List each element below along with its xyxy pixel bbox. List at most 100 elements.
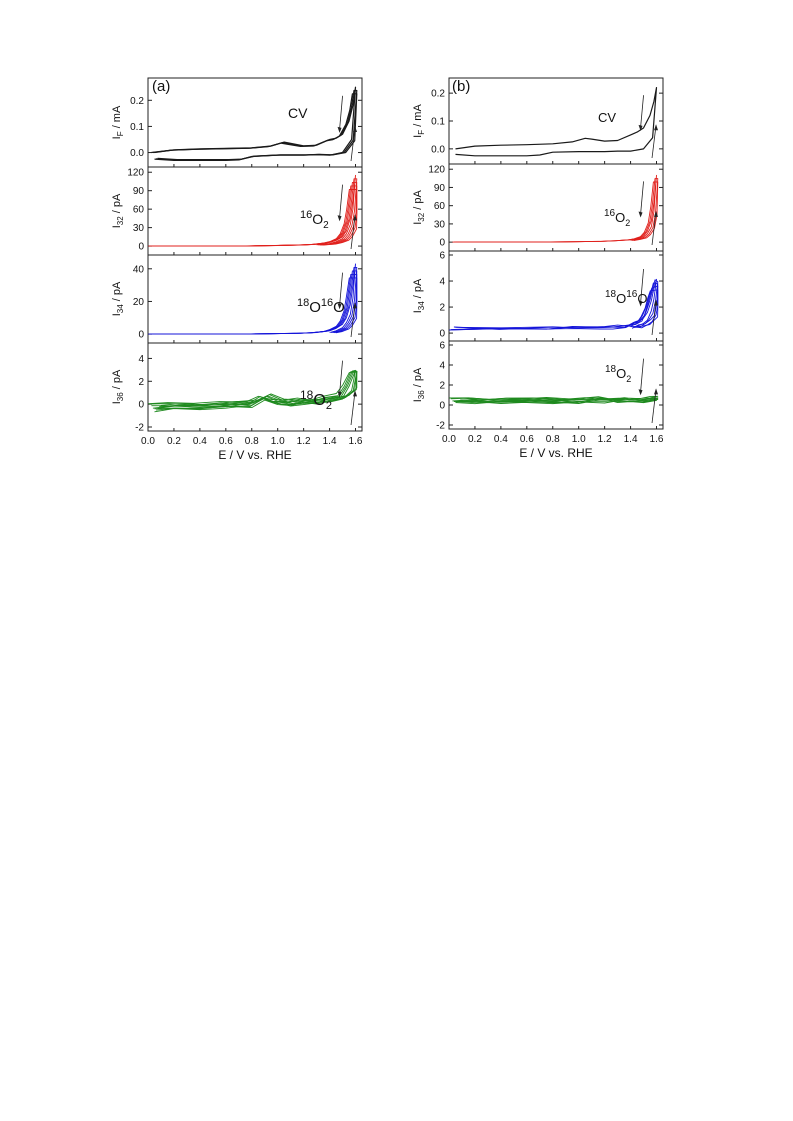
- y-axis-label-main: I: [111, 313, 123, 316]
- series-label-m32: 16O2: [300, 209, 329, 231]
- y-axis-label-unit: / pA: [412, 278, 424, 301]
- curve-cv: [151, 93, 358, 161]
- curve-cv: [455, 86, 658, 157]
- curve-m32: [453, 178, 659, 243]
- arrow-anodic-head: [353, 214, 358, 221]
- y-tick-label: 4: [439, 277, 445, 288]
- arrow-anodic: [350, 126, 356, 162]
- y-tick-label: 0.2: [130, 96, 144, 107]
- arrow-anodic: [651, 300, 657, 336]
- curve-m32: [148, 189, 358, 247]
- label-sup2: 16: [321, 297, 333, 309]
- subplot-frame: [147, 342, 363, 432]
- y-axis-label: I32 / pA: [111, 193, 125, 228]
- y-tick-label: 0.2: [431, 89, 445, 100]
- y-tick-label: 0: [138, 330, 144, 341]
- arrow-anodic: [350, 215, 356, 250]
- arrow-cathodic: [339, 272, 343, 307]
- y-tick-label: 0.1: [130, 122, 144, 133]
- arrow-cathodic: [339, 184, 343, 219]
- y-axis-label-unit: / pA: [412, 367, 424, 390]
- curve-m32: [452, 181, 659, 243]
- label-sup: 16: [300, 209, 312, 221]
- x-tick-label: 0.6: [520, 434, 534, 445]
- label-main: O: [615, 210, 625, 225]
- subplot-cv: 0.0 0.1 0.2 IF / mA CV: [111, 77, 363, 168]
- curve-m32: [455, 174, 657, 243]
- curve-m32: [151, 181, 358, 247]
- arrow-anodic-head: [654, 124, 659, 131]
- x-tick-label: 0.4: [494, 434, 508, 445]
- y-axis-label: IF / mA: [412, 104, 426, 138]
- curve-m32: [149, 185, 358, 247]
- y-tick-label: 0: [138, 242, 144, 253]
- series-label-m36: 18O2: [300, 388, 332, 412]
- y-tick-label: 4: [439, 361, 445, 372]
- arrow-cathodic-head: [638, 124, 643, 131]
- y-tick-label: 60: [133, 205, 145, 216]
- y-axis-label: I36 / pA: [412, 367, 426, 402]
- arrow-anodic-head: [353, 390, 358, 397]
- y-axis-label-sub: F: [417, 130, 426, 135]
- label-sup: 18: [297, 297, 309, 309]
- y-tick-label: 0.0: [431, 144, 445, 155]
- subplot-m32: 0 30 60 90 120 I32 / pA 16O2: [412, 163, 664, 252]
- arrow-cathodic-head: [337, 126, 342, 133]
- x-axis-label: E / V vs. RHE: [218, 448, 291, 462]
- y-axis-label-sub: 36: [116, 392, 125, 401]
- label-sub: 2: [326, 400, 332, 412]
- y-axis-label-main: I: [412, 135, 424, 138]
- y-axis-label-main: I: [412, 310, 424, 313]
- x-tick-label: 0.0: [442, 434, 456, 445]
- y-axis-label-sub: 34: [417, 301, 426, 310]
- curve-m36: [148, 371, 358, 406]
- y-tick-label: 0: [439, 401, 445, 412]
- curve-m32: [154, 174, 356, 247]
- series-label-m34: 18O16O: [297, 297, 345, 316]
- y-tick-label: 0: [138, 400, 144, 411]
- label-mid: O: [637, 291, 647, 306]
- y-tick-label: 120: [428, 165, 445, 176]
- y-axis-label-unit: / mA: [111, 105, 123, 131]
- y-tick-label: -2: [135, 423, 144, 434]
- y-axis-label-main: I: [412, 399, 424, 402]
- y-tick-label: 4: [138, 354, 144, 365]
- curve-m34: [455, 278, 657, 329]
- series-label-m36: 18O2: [605, 364, 631, 384]
- label-sup: 16: [604, 208, 616, 219]
- curve-m34: [148, 277, 358, 335]
- y-axis-label: I36 / pA: [111, 369, 125, 404]
- subplot-frame: [448, 163, 664, 252]
- y-axis-label-unit: / pA: [412, 190, 424, 213]
- x-tick-label: 0.8: [245, 436, 259, 447]
- label-sup: 18: [300, 388, 314, 402]
- arrow-cathodic: [339, 360, 343, 395]
- label-main: O: [309, 299, 321, 316]
- y-tick-label: 0.0: [130, 148, 144, 159]
- x-tick-label: 1.2: [598, 434, 612, 445]
- x-axis-label: E / V vs. RHE: [519, 446, 592, 460]
- series-label-m32: 16O2: [604, 208, 630, 228]
- y-axis-label-sub: 32: [417, 212, 426, 221]
- y-tick-label: 0: [439, 329, 445, 340]
- curve-m36: [449, 395, 659, 401]
- arrow-cathodic-head: [337, 303, 342, 310]
- label-mid: O: [333, 299, 345, 316]
- label-main: O: [313, 392, 325, 409]
- y-axis-label-main: I: [111, 225, 123, 228]
- arrow-cathodic-head: [337, 215, 342, 222]
- y-tick-label: 30: [434, 219, 446, 230]
- y-tick-label: 90: [133, 186, 145, 197]
- panel-label: (b): [452, 78, 470, 95]
- arrow-anodic: [350, 303, 356, 338]
- x-tick-label: 1.4: [624, 434, 638, 445]
- y-tick-label: 6: [439, 251, 445, 262]
- y-tick-label: 2: [138, 377, 144, 388]
- label-sub: 2: [626, 374, 631, 384]
- y-axis-label: I32 / pA: [412, 190, 426, 225]
- y-tick-label: 6: [439, 341, 445, 352]
- y-axis-label: IF / mA: [111, 105, 125, 139]
